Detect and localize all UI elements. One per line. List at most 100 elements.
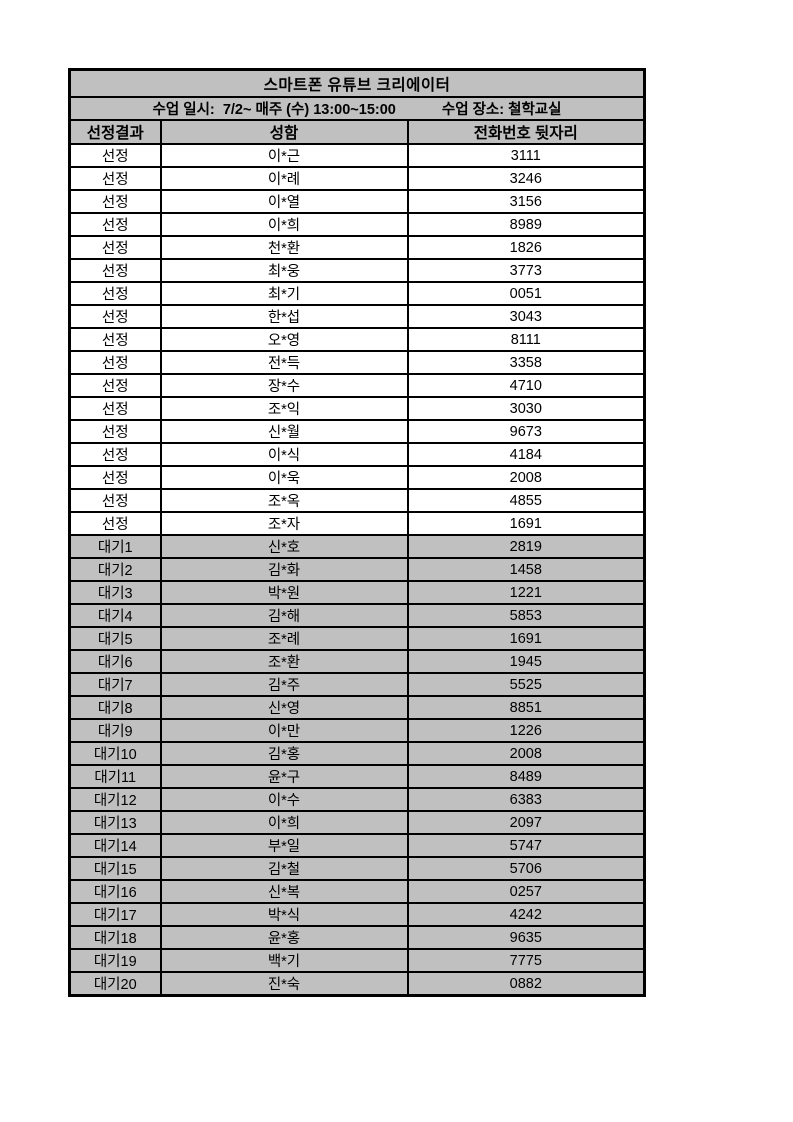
cell-name: 전*득: [159, 350, 409, 375]
cell-phone: 5706: [406, 856, 646, 881]
cell-name: 진*숙: [159, 971, 409, 997]
cell-phone: 4710: [406, 373, 646, 398]
column-header-row: 선정결과 성함 전화번호 뒷자리: [68, 119, 646, 145]
cell-result: 대기13: [68, 810, 162, 835]
class-schedule: 수업 일시: 7/2~ 매주 (수) 13:00~15:00: [152, 102, 396, 118]
cell-name: 부*일: [159, 833, 409, 858]
cell-name: 조*환: [159, 649, 409, 674]
cell-phone: 1226: [406, 718, 646, 743]
cell-phone: 0882: [406, 971, 646, 997]
cell-phone: 0051: [406, 281, 646, 306]
cell-phone: 1945: [406, 649, 646, 674]
cell-name: 김*철: [159, 856, 409, 881]
cell-phone: 3246: [406, 166, 646, 191]
cell-name: 신*월: [159, 419, 409, 444]
table-row: 선정 이*근 3111: [68, 143, 646, 168]
cell-name: 최*기: [159, 281, 409, 306]
cell-phone: 5853: [406, 603, 646, 628]
cell-result: 대기10: [68, 741, 162, 766]
cell-name: 장*수: [159, 373, 409, 398]
cell-phone: 1221: [406, 580, 646, 605]
cell-result: 대기8: [68, 695, 162, 720]
cell-result: 대기2: [68, 557, 162, 582]
cell-name: 이*수: [159, 787, 409, 812]
cell-phone: 8989: [406, 212, 646, 237]
table-row: 대기11 윤*구 8489: [68, 764, 646, 789]
cell-name: 한*섭: [159, 304, 409, 329]
cell-result: 선정: [68, 488, 162, 513]
cell-name: 조*익: [159, 396, 409, 421]
table-row: 대기20 진*숙 0882: [68, 971, 646, 997]
cell-result: 선정: [68, 281, 162, 306]
cell-phone: 3043: [406, 304, 646, 329]
cell-name: 신*호: [159, 534, 409, 559]
class-location: 수업 장소: 철학교실: [441, 102, 562, 118]
table-row: 선정 최*기 0051: [68, 281, 646, 306]
cell-result: 선정: [68, 212, 162, 237]
cell-result: 선정: [68, 327, 162, 352]
cell-phone: 2819: [406, 534, 646, 559]
cell-name: 박*원: [159, 580, 409, 605]
table-row: 선정 이*식 4184: [68, 442, 646, 467]
cell-phone: 8111: [406, 327, 646, 352]
table-row: 대기4 김*해 5853: [68, 603, 646, 628]
table-row: 대기17 박*식 4242: [68, 902, 646, 927]
cell-name: 김*해: [159, 603, 409, 628]
roster-table-body: 선정 이*근 3111 선정 이*례 3246 선정 이*열 3156 선정 이*희 8989 선정 천*…: [68, 143, 646, 997]
cell-name: 이*식: [159, 442, 409, 467]
table-row: 대기14 부*일 5747: [68, 833, 646, 858]
table-row: 선정 이*희 8989: [68, 212, 646, 237]
table-row: 대기12 이*수 6383: [68, 787, 646, 812]
cell-result: 대기15: [68, 856, 162, 881]
cell-result: 선정: [68, 166, 162, 191]
cell-name: 이*례: [159, 166, 409, 191]
cell-name: 윤*홍: [159, 925, 409, 950]
cell-result: 대기17: [68, 902, 162, 927]
cell-phone: 0257: [406, 879, 646, 904]
cell-name: 백*기: [159, 948, 409, 973]
table-row: 선정 이*욱 2008: [68, 465, 646, 490]
cell-phone: 3358: [406, 350, 646, 375]
table-row: 대기7 김*주 5525: [68, 672, 646, 697]
class-info-cell: 수업 일시: 7/2~ 매주 (수) 13:00~15:00 수업 장소: 철학…: [68, 96, 646, 121]
class-info-row: 수업 일시: 7/2~ 매주 (수) 13:00~15:00 수업 장소: 철학…: [68, 96, 646, 121]
cell-name: 이*만: [159, 718, 409, 743]
col-header-phone: 전화번호 뒷자리: [406, 119, 646, 145]
cell-result: 대기14: [68, 833, 162, 858]
cell-result: 대기19: [68, 948, 162, 973]
cell-result: 선정: [68, 419, 162, 444]
table-row: 대기18 윤*홍 9635: [68, 925, 646, 950]
table-row: 선정 이*례 3246: [68, 166, 646, 191]
table-row: 선정 조*옥 4855: [68, 488, 646, 513]
cell-name: 천*환: [159, 235, 409, 260]
cell-result: 대기5: [68, 626, 162, 651]
cell-name: 오*영: [159, 327, 409, 352]
table-row: 선정 장*수 4710: [68, 373, 646, 398]
cell-result: 선정: [68, 396, 162, 421]
cell-result: 선정: [68, 189, 162, 214]
cell-phone: 4855: [406, 488, 646, 513]
cell-phone: 4242: [406, 902, 646, 927]
cell-result: 대기12: [68, 787, 162, 812]
cell-result: 선정: [68, 442, 162, 467]
cell-result: 선정: [68, 258, 162, 283]
cell-name: 김*홍: [159, 741, 409, 766]
cell-result: 선정: [68, 373, 162, 398]
cell-phone: 3773: [406, 258, 646, 283]
table-row: 선정 조*자 1691: [68, 511, 646, 536]
cell-name: 이*열: [159, 189, 409, 214]
cell-phone: 6383: [406, 787, 646, 812]
cell-name: 조*옥: [159, 488, 409, 513]
cell-phone: 1458: [406, 557, 646, 582]
cell-name: 이*근: [159, 143, 409, 168]
cell-result: 대기6: [68, 649, 162, 674]
table-row: 대기9 이*만 1226: [68, 718, 646, 743]
cell-result: 대기4: [68, 603, 162, 628]
table-row: 대기13 이*희 2097: [68, 810, 646, 835]
cell-result: 대기7: [68, 672, 162, 697]
cell-phone: 1691: [406, 511, 646, 536]
table-row: 선정 신*월 9673: [68, 419, 646, 444]
table-row: 선정 조*익 3030: [68, 396, 646, 421]
table-row: 선정 천*환 1826: [68, 235, 646, 260]
